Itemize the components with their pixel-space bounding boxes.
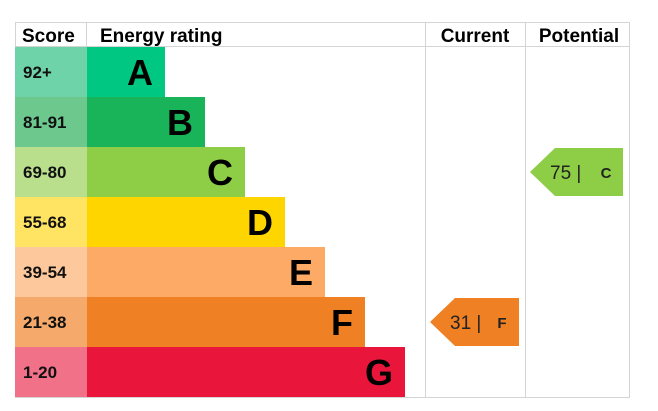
score-range-b: 81-91 xyxy=(23,113,66,132)
header-energy-rating: Energy rating xyxy=(100,26,222,47)
potential-rating-arrow: 75 | C xyxy=(530,148,623,196)
score-cell-e xyxy=(15,247,87,297)
potential-rating-band: C xyxy=(601,165,612,182)
current-rating-value: 31 | xyxy=(450,313,481,334)
bar-a xyxy=(87,47,165,97)
bar-f xyxy=(87,297,365,347)
bar-b xyxy=(87,97,205,147)
score-range-d: 55-68 xyxy=(23,213,66,232)
score-range-a: 92+ xyxy=(23,63,52,82)
band-letter-e: E xyxy=(289,252,313,293)
score-cell-b xyxy=(15,97,87,147)
bar-e xyxy=(87,247,325,297)
current-rating-band: F xyxy=(497,315,506,332)
potential-rating-value: 75 | xyxy=(550,163,581,184)
band-e: 39-54 E xyxy=(15,247,325,297)
score-cell-c xyxy=(15,147,87,197)
band-letter-a: A xyxy=(127,52,153,93)
band-letter-c: C xyxy=(207,152,233,193)
rating-bands: 92+ A 81-91 B 69-80 C 55-68 D 39-54 E 21-38 F 1-20 G xyxy=(15,47,405,397)
band-f: 21-38 F xyxy=(15,297,365,347)
band-d: 55-68 D xyxy=(15,197,285,247)
current-rating-arrow: 31 | F xyxy=(430,298,519,346)
band-b: 81-91 B xyxy=(15,97,205,147)
score-range-c: 69-80 xyxy=(23,163,66,182)
band-g: 1-20 G xyxy=(15,347,405,397)
band-letter-d: D xyxy=(247,202,273,243)
current-arrow-shape xyxy=(430,298,519,346)
score-cell-a xyxy=(15,47,87,97)
score-range-e: 39-54 xyxy=(23,263,67,282)
bar-g xyxy=(87,347,405,397)
score-cell-g xyxy=(15,347,87,397)
score-range-f: 21-38 xyxy=(23,313,66,332)
potential-arrow-shape xyxy=(530,148,623,196)
band-letter-b: B xyxy=(167,102,193,143)
band-letter-g: G xyxy=(365,352,393,393)
bar-d xyxy=(87,197,285,247)
header-score: Score xyxy=(22,26,75,47)
score-cell-f xyxy=(15,297,87,347)
band-letter-f: F xyxy=(331,302,353,343)
score-range-g: 1-20 xyxy=(23,363,57,382)
header-current: Current xyxy=(441,26,510,47)
header-potential: Potential xyxy=(539,26,619,47)
band-c: 69-80 C xyxy=(15,147,245,197)
bar-c xyxy=(87,147,245,197)
band-a: 92+ A xyxy=(15,47,165,97)
score-cell-d xyxy=(15,197,87,247)
